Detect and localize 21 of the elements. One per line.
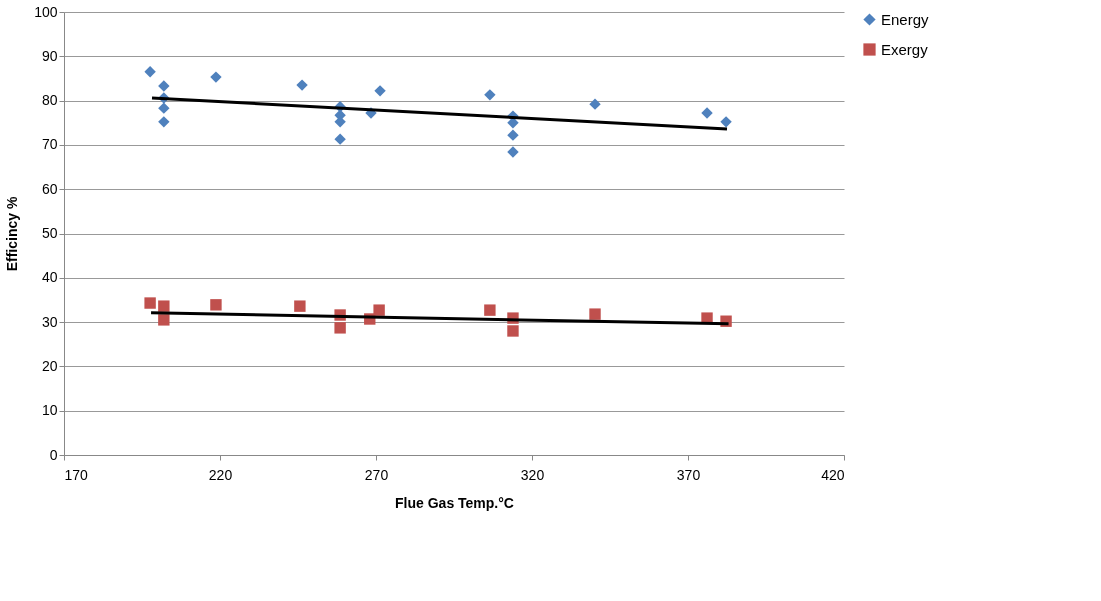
y-tick-label: 10 [41, 402, 58, 419]
y-tick-label: 50 [41, 225, 58, 241]
x-tick-label: 320 [520, 466, 545, 483]
x-tick-label: 220 [208, 466, 233, 483]
y-tick-label: 60 [41, 180, 58, 197]
y-axis-title: Efficincy % [4, 196, 21, 272]
y-tick-label: 90 [41, 47, 58, 64]
y-tick-label: 0 [49, 446, 58, 463]
y-tick-label: 100 [34, 3, 58, 20]
legend-label: Energy [881, 10, 930, 28]
y-tick-label: 70 [41, 136, 58, 153]
x-axis-title: Flue Gas Temp.°C [395, 494, 514, 511]
x-tick-label: 270 [364, 466, 389, 483]
y-tick-label: 20 [41, 357, 58, 374]
y-tick-label: 40 [41, 269, 58, 286]
y-tick-label: 80 [41, 92, 58, 109]
x-tick-label: 420 [821, 466, 845, 483]
x-tick-label: 370 [676, 466, 701, 483]
legend-label: Exergy [881, 40, 929, 58]
y-tick-label: 30 [41, 313, 58, 330]
x-tick-label: 170 [64, 466, 89, 483]
